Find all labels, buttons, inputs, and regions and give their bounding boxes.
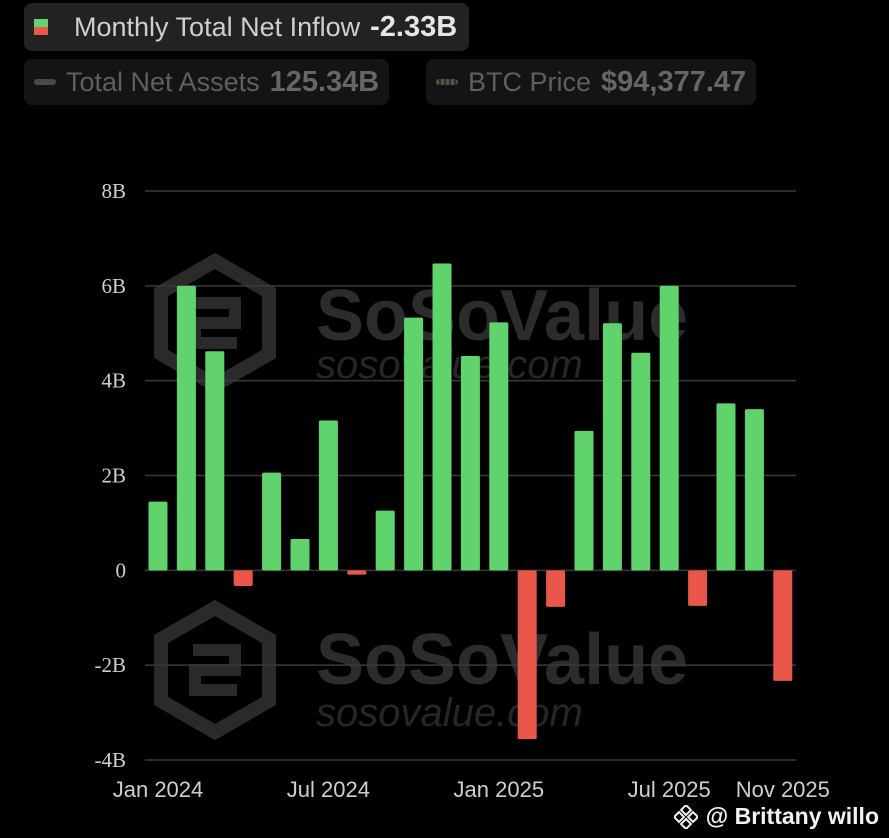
bar[interactable] [773,570,793,681]
bar[interactable] [290,539,310,571]
bar[interactable] [148,501,168,571]
x-tick-label: Nov 2025 [736,777,830,802]
bar[interactable] [404,317,424,571]
bar[interactable] [659,285,679,571]
watermark-site-bottom: sosovalue.com [316,691,583,735]
bar-series [148,263,793,740]
bar[interactable] [375,510,395,571]
y-tick-label: 6B [101,274,126,298]
y-tick-label: 2B [101,464,126,488]
binance-logo-icon [673,804,698,829]
btc-line-icon [436,79,458,85]
bar[interactable] [318,420,338,571]
y-axis-ticks: 8B 6B 4B 2B 0 -2B -4B [95,179,127,772]
y-tick-label: -2B [95,653,127,677]
legend-btc[interactable]: BTC Price $94,377.47 [426,59,757,105]
x-tick-label: Jul 2025 [628,777,711,802]
bar[interactable] [602,323,622,571]
legend-inflow[interactable]: Monthly Total Net Inflow -2.33B [24,3,470,51]
bar[interactable] [489,322,509,571]
legend-inflow-value: -2.33B [370,10,458,43]
bar[interactable] [233,570,253,586]
sosovalue-logo-icon [154,599,276,741]
bar[interactable] [262,472,282,571]
x-tick-label: Jan 2024 [113,777,204,802]
bar[interactable] [688,570,708,606]
bar[interactable] [460,356,480,571]
legend-assets[interactable]: Total Net Assets 125.34B [24,59,390,105]
bar[interactable] [631,352,651,571]
inflow-swatch-icon [34,19,48,35]
y-tick-label: 0 [116,558,127,582]
legend-inflow-label: Monthly Total Net Inflow [74,11,361,42]
bar[interactable] [347,570,367,575]
legend-assets-label: Total Net Assets [66,66,260,97]
bar[interactable] [546,570,566,607]
bar[interactable] [716,403,736,571]
y-tick-label: 8B [101,179,126,203]
bar[interactable] [574,430,594,571]
watermark-brand-bottom: SoSoValue [316,620,688,700]
x-tick-label: Jul 2024 [287,777,370,802]
x-tick-label: Jan 2025 [454,777,545,802]
footer-watermark: @ Brittany willo [673,803,879,830]
bar[interactable] [205,351,225,571]
assets-line-icon [34,79,56,85]
bar[interactable] [744,409,764,571]
legend-btc-label: BTC Price [468,66,592,97]
y-tick-label: -4B [95,748,127,772]
bar[interactable] [517,570,537,740]
bar[interactable] [176,285,196,571]
y-tick-label: 4B [101,369,126,393]
footer-watermark-text: @ Brittany willo [705,803,879,829]
legend-btc-value: $94,377.47 [601,65,747,98]
bar[interactable] [432,263,452,571]
x-axis-ticks: Jan 2024 Jul 2024 Jan 2025 Jul 2025 Nov 2025 [113,777,830,802]
legend-assets-value: 125.34B [269,65,380,98]
